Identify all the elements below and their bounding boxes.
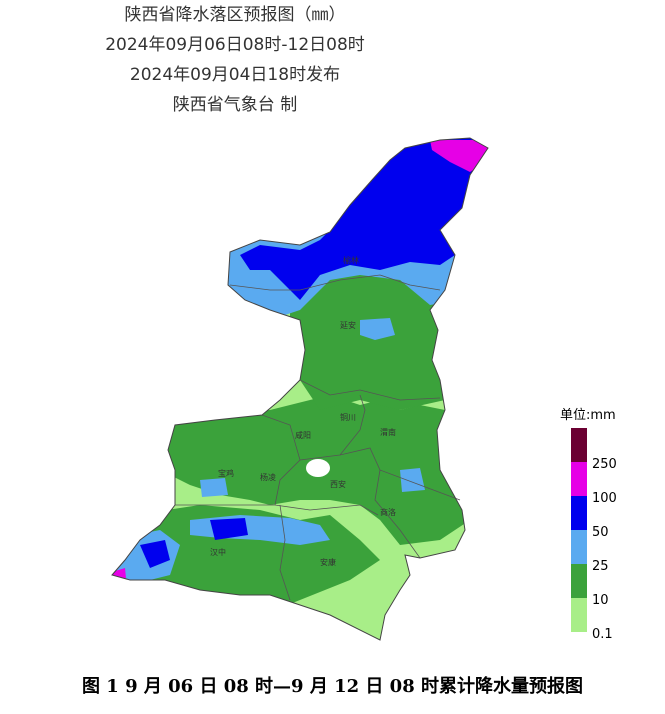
figure-caption: 图 1 9 月 06 日 08 时—9 月 12 日 08 时累计降水量预报图 (82, 676, 583, 697)
city-label: 商洛 (380, 507, 396, 517)
legend-title: 单位:mm (560, 408, 616, 423)
legend-swatch-0-1 (571, 598, 587, 632)
legend-swatch-10 (571, 564, 587, 598)
legend-label: 100 (592, 491, 617, 506)
legend-label: 25 (592, 559, 609, 574)
city-label: 安康 (320, 557, 336, 567)
legend-swatch-25 (571, 530, 587, 564)
legend-swatch-50 (571, 496, 587, 530)
issuing-agency: 陕西省气象台 制 (172, 95, 298, 115)
map-title: 陕西省降水落区预报图（㎜） (124, 5, 346, 25)
city-label: 咸阳 (295, 430, 311, 440)
legend-label: 50 (592, 525, 609, 540)
city-label: 西安 (330, 479, 346, 489)
city-labels: 榆林 延安 铜川 渭南 咸阳 宝鸡 杨凌 西安 商洛 汉中 安康 (210, 255, 396, 567)
precipitation-map: 榆林 延安 铜川 渭南 咸阳 宝鸡 杨凌 西安 商洛 汉中 安康 (111, 137, 489, 641)
city-label: 杨凌 (260, 472, 276, 482)
province-boundary (111, 137, 489, 641)
city-label: 宝鸡 (218, 468, 234, 478)
map-header: 陕西省降水落区预报图（㎜） 2024年09月06日08时-12日08时 2024… (0, 0, 470, 120)
city-label: 榆林 (343, 255, 359, 265)
forecast-period: 2024年09月06日08时-12日08时 (105, 35, 365, 55)
legend-label: 0.1 (592, 627, 613, 642)
legend-swatch-100 (571, 462, 587, 496)
issue-time: 2024年09月04日18时发布 (129, 65, 341, 85)
legend-swatch-250 (571, 428, 587, 462)
city-label: 渭南 (380, 427, 396, 437)
city-label: 汉中 (210, 547, 226, 557)
city-label: 延安 (340, 320, 356, 330)
rainfall-zones (112, 138, 488, 640)
legend-label: 250 (592, 457, 617, 472)
city-label: 铜川 (340, 412, 356, 422)
district-boundaries (175, 274, 461, 601)
legend-label: 10 (592, 593, 609, 608)
